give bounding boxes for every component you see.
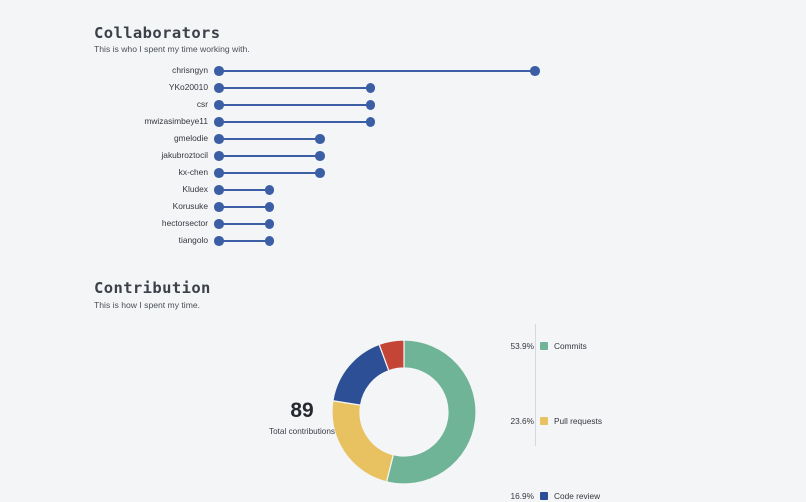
collaborators-section-title: Collaborators [94, 24, 221, 42]
collaborator-name-label: YKo20010 [168, 82, 208, 92]
collaborator-start-dot [214, 83, 224, 93]
collaborator-bar-line [219, 103, 371, 107]
collaborators-lollipop-chart: chrisngyn YKo20010 csr mwizasimbeye11 gmelod… [0, 62, 806, 262]
legend-percent: 53.9% [510, 341, 534, 351]
collaborator-start-dot [214, 202, 224, 212]
collaborator-row: chrisngyn [0, 62, 806, 79]
legend-color-swatch [540, 417, 548, 425]
collaborator-bar-line [219, 137, 321, 141]
collaborator-end-dot[interactable] [264, 202, 275, 212]
collaborator-bar-line [219, 86, 371, 90]
collaborator-end-dot[interactable] [315, 151, 325, 161]
collaborator-start-dot [214, 185, 224, 195]
collaborator-row: mwizasimbeye11 [0, 113, 806, 130]
collaborator-row: YKo20010 [0, 79, 806, 96]
total-contributions-label: Total contributions [269, 427, 335, 436]
collaborator-end-dot[interactable] [315, 134, 325, 144]
legend-item[interactable]: 23.6% Pull requests [500, 415, 602, 427]
collaborator-name-label: Kludex [182, 184, 208, 194]
collaborator-name-label: chrisngyn [172, 65, 208, 75]
collaborator-end-dot[interactable] [264, 185, 275, 195]
collaborator-bar-line [219, 154, 321, 158]
collaborator-name-label: jakubroztocil [161, 150, 208, 160]
collaborator-name-label: gmelodie [174, 133, 208, 143]
collaborator-name-label: kx-chen [178, 167, 208, 177]
legend-label: Pull requests [554, 416, 602, 426]
collaborator-row: tiangolo [0, 232, 806, 249]
collaborator-start-dot [214, 168, 224, 178]
collaborator-start-dot [214, 66, 224, 76]
collaborator-bar-line [219, 188, 270, 192]
collaborator-start-dot [214, 117, 224, 127]
total-contributions-value: 89 [290, 399, 314, 422]
collaborator-end-dot[interactable] [530, 66, 540, 76]
collaborator-bar-line [219, 171, 321, 175]
collaborator-bar-line [219, 69, 535, 73]
collaborator-row: gmelodie [0, 130, 806, 147]
collaborator-row: Kludex [0, 181, 806, 198]
legend-label: Code review [554, 491, 601, 501]
donut-center-summary: 89 Total contributions [238, 400, 366, 436]
contribution-donut-chart: 89 Total contributions 53.9% Commits 23.6%… [0, 318, 806, 501]
collaborator-row: jakubroztocil [0, 147, 806, 164]
collaborator-start-dot [214, 219, 224, 229]
legend-label: Commits [554, 341, 587, 351]
collaborator-bar-line [219, 222, 270, 226]
contribution-section-subtitle: This is how I spent my time. [94, 300, 201, 310]
collaborators-section-subtitle: This is who I spent my time working with… [94, 44, 250, 54]
legend-item[interactable]: 53.9% Commits [500, 340, 587, 352]
donut-slice[interactable] [378, 340, 405, 372]
collaborator-bar-line [219, 205, 270, 209]
report-page: Collaborators This is who I spent my tim… [0, 24, 806, 501]
legend-percent: 23.6% [510, 416, 534, 426]
collaborator-start-dot [214, 236, 224, 246]
collaborator-end-dot[interactable] [365, 100, 376, 110]
contribution-section-title: Contribution [94, 279, 211, 297]
collaborator-start-dot [214, 134, 224, 144]
collaborator-row: Korusuke [0, 198, 806, 215]
collaborator-end-dot[interactable] [264, 219, 275, 229]
legend-item[interactable]: 16.9% Code review [500, 490, 600, 502]
legend-color-swatch [540, 342, 548, 350]
collaborator-end-dot[interactable] [315, 168, 325, 178]
collaborator-row: kx-chen [0, 164, 806, 181]
collaborator-end-dot[interactable] [365, 117, 376, 127]
collaborator-row: hectorsector [0, 215, 806, 232]
collaborator-end-dot[interactable] [264, 236, 275, 246]
collaborator-end-dot[interactable] [365, 83, 376, 93]
collaborator-name-label: mwizasimbeye11 [144, 116, 208, 126]
collaborator-start-dot [214, 100, 224, 110]
collaborator-name-label: hectorsector [161, 218, 208, 228]
collaborator-bar-line [219, 120, 371, 124]
collaborator-bar-line [219, 239, 270, 243]
collaborator-row: csr [0, 96, 806, 113]
collaborator-name-label: tiangolo [178, 235, 208, 245]
collaborator-start-dot [214, 151, 224, 161]
collaborator-name-label: csr [196, 99, 208, 109]
donut-slice[interactable] [332, 343, 390, 406]
collaborator-name-label: Korusuke [172, 201, 208, 211]
legend-axis-rule [535, 324, 536, 446]
legend-color-swatch [540, 492, 548, 500]
legend-percent: 16.9% [510, 491, 534, 501]
